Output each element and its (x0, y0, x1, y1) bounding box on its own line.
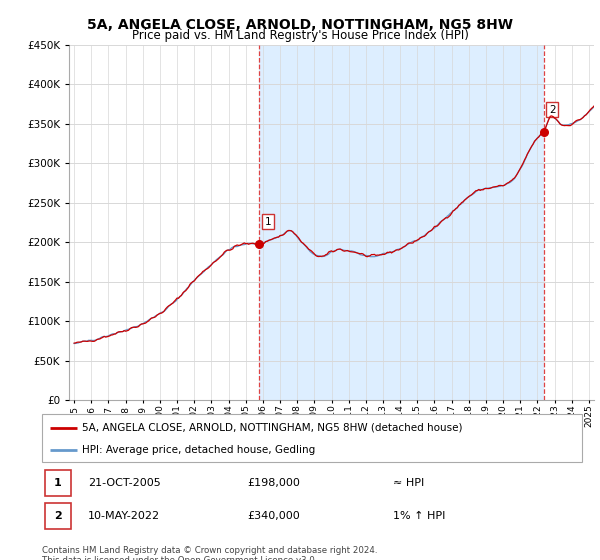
Bar (45, 470, 71, 496)
Text: Price paid vs. HM Land Registry's House Price Index (HPI): Price paid vs. HM Land Registry's House … (131, 29, 469, 42)
Text: £198,000: £198,000 (247, 478, 300, 488)
Text: 10-MAY-2022: 10-MAY-2022 (88, 511, 160, 521)
Bar (45, 503, 71, 529)
Text: 21-OCT-2005: 21-OCT-2005 (88, 478, 161, 488)
Text: 5A, ANGELA CLOSE, ARNOLD, NOTTINGHAM, NG5 8HW (detached house): 5A, ANGELA CLOSE, ARNOLD, NOTTINGHAM, NG… (83, 423, 463, 433)
Text: Contains HM Land Registry data © Crown copyright and database right 2024.
This d: Contains HM Land Registry data © Crown c… (42, 546, 377, 560)
Text: 2: 2 (549, 105, 556, 115)
Text: ≈ HPI: ≈ HPI (393, 478, 424, 488)
Text: 1: 1 (54, 478, 62, 488)
Text: 1% ↑ HPI: 1% ↑ HPI (393, 511, 445, 521)
Text: HPI: Average price, detached house, Gedling: HPI: Average price, detached house, Gedl… (83, 445, 316, 455)
Text: 1: 1 (265, 217, 271, 227)
Bar (259, 45, 544, 400)
Text: 2: 2 (54, 511, 62, 521)
Text: 5A, ANGELA CLOSE, ARNOLD, NOTTINGHAM, NG5 8HW: 5A, ANGELA CLOSE, ARNOLD, NOTTINGHAM, NG… (87, 18, 513, 32)
Text: £340,000: £340,000 (247, 511, 300, 521)
